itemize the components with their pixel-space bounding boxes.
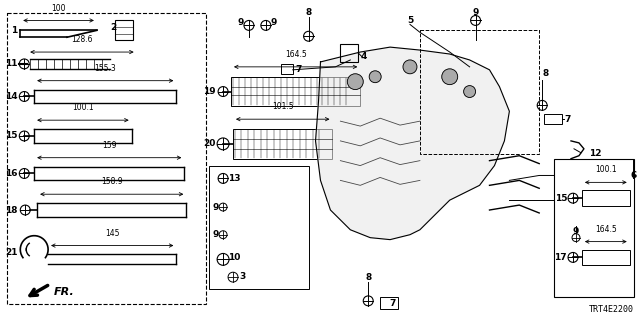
Text: 159: 159	[102, 141, 116, 150]
Text: 155.3: 155.3	[95, 64, 116, 73]
Bar	[209, 165, 308, 289]
Text: 2: 2	[109, 23, 116, 32]
Bar	[281, 64, 292, 74]
Text: 15: 15	[5, 132, 17, 140]
Text: 5: 5	[407, 16, 413, 25]
Circle shape	[348, 74, 364, 90]
Text: 164.5: 164.5	[595, 225, 617, 234]
Circle shape	[403, 60, 417, 74]
Text: 1: 1	[11, 26, 17, 35]
Text: 10: 10	[228, 253, 241, 262]
Text: 19: 19	[204, 87, 216, 96]
Text: 7: 7	[564, 115, 570, 124]
Circle shape	[463, 86, 476, 98]
Text: 100.1: 100.1	[72, 103, 93, 112]
Bar	[582, 250, 630, 265]
Text: 15: 15	[554, 194, 567, 203]
Text: 14: 14	[4, 92, 17, 101]
Text: 8: 8	[305, 8, 312, 17]
Text: 100: 100	[51, 4, 66, 12]
Text: TRT4E2200: TRT4E2200	[589, 305, 634, 314]
Bar	[231, 77, 360, 106]
Text: 9: 9	[472, 8, 479, 17]
Text: 12: 12	[589, 149, 602, 158]
Text: 7: 7	[389, 299, 396, 308]
Text: 11: 11	[5, 60, 17, 68]
Bar	[340, 44, 358, 62]
Text: 9: 9	[212, 203, 219, 212]
Text: 16: 16	[5, 169, 17, 178]
Text: 158.9: 158.9	[101, 177, 122, 186]
Bar	[544, 114, 562, 124]
Circle shape	[369, 71, 381, 83]
Text: 13: 13	[228, 174, 241, 183]
Text: 20: 20	[204, 140, 216, 148]
Text: 17: 17	[554, 253, 567, 262]
Text: 8: 8	[365, 273, 371, 282]
Text: 6: 6	[630, 171, 637, 180]
Text: 100.1: 100.1	[595, 165, 616, 174]
Text: 18: 18	[5, 205, 17, 214]
Text: 4: 4	[360, 52, 367, 61]
Text: FR.: FR.	[54, 287, 75, 297]
Circle shape	[442, 69, 458, 84]
Text: 3: 3	[239, 272, 245, 281]
Text: 9: 9	[237, 18, 244, 27]
Text: 7: 7	[296, 65, 302, 74]
Text: 164.5: 164.5	[285, 50, 307, 59]
Bar	[420, 30, 540, 154]
Bar	[380, 297, 398, 309]
Text: 9: 9	[271, 18, 277, 27]
Text: 145: 145	[105, 229, 120, 238]
Text: 8: 8	[542, 69, 548, 78]
Text: 9: 9	[212, 230, 219, 239]
Bar	[7, 12, 206, 304]
Text: 101.5: 101.5	[272, 102, 294, 111]
Text: 21: 21	[5, 248, 17, 257]
Bar	[233, 129, 332, 159]
Text: 128.6: 128.6	[71, 35, 93, 44]
Text: 9: 9	[573, 227, 579, 236]
Bar	[554, 159, 634, 297]
Bar	[582, 190, 630, 206]
Polygon shape	[316, 47, 509, 240]
Bar	[115, 20, 132, 40]
